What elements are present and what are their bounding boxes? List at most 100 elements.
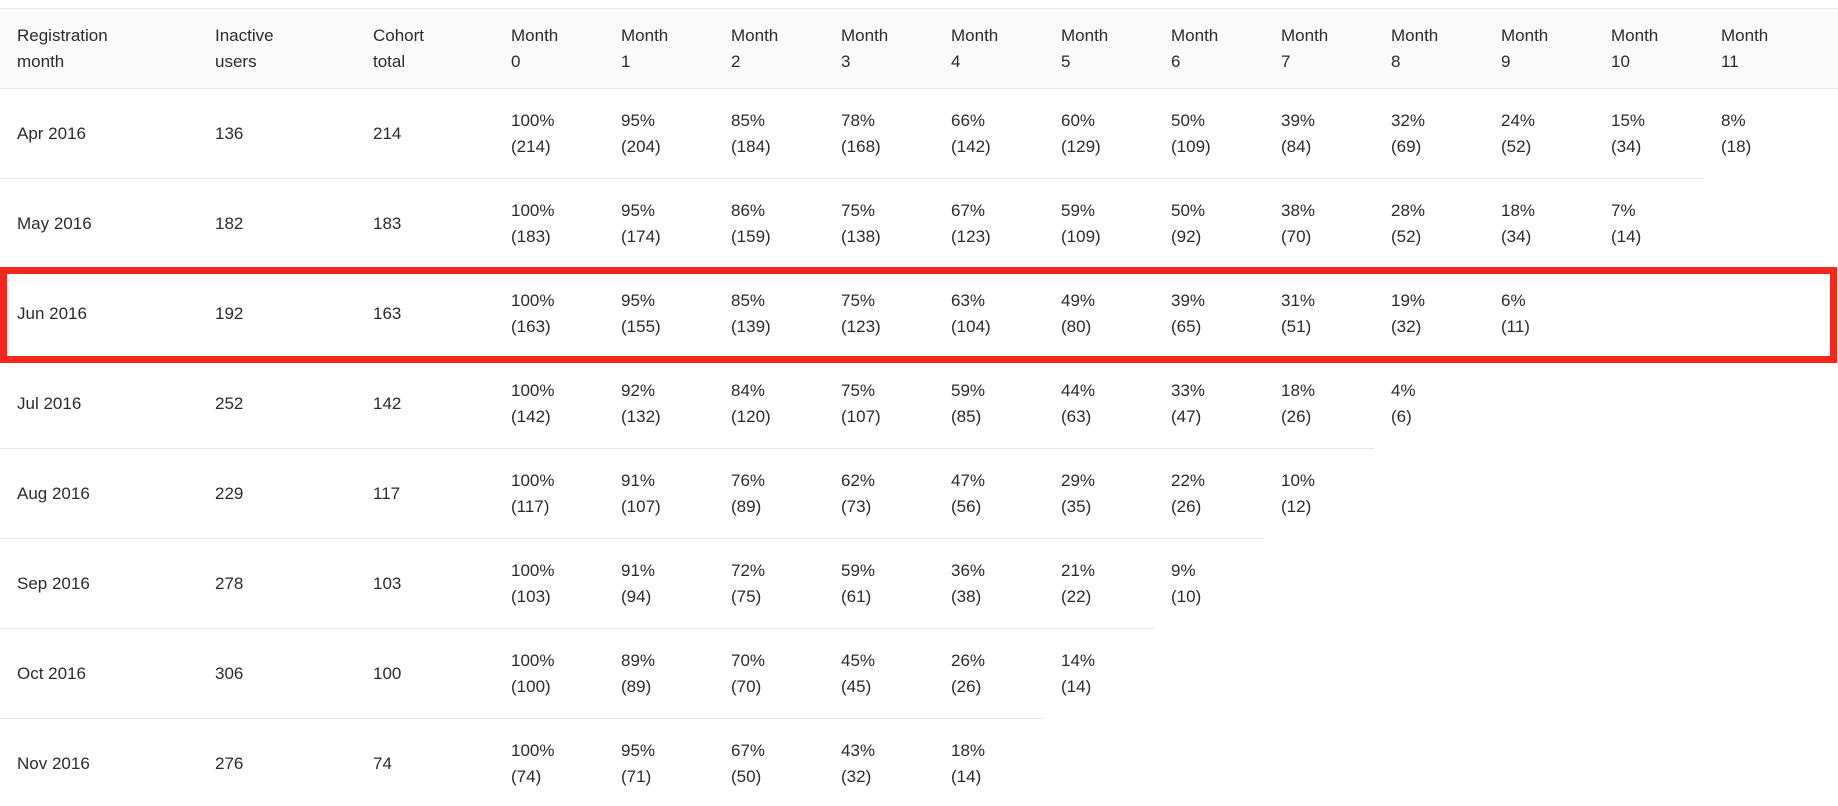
- retention-cell-month-4: 36% (38): [934, 538, 1044, 629]
- retention-percent: 89%: [621, 650, 656, 670]
- cohort-row: Apr 2016 136 214 100% (214) 95% (204) 85% (184) 7…: [0, 88, 1838, 179]
- retention-cell-month-2: 85% (139): [714, 268, 824, 359]
- retention-count: (100): [511, 676, 551, 696]
- retention-count: (117): [511, 496, 550, 516]
- retention-cell-month-0: 100% (183): [494, 178, 604, 269]
- column-header: Month 3: [824, 8, 934, 89]
- retention-percent: 59%: [841, 560, 876, 580]
- retention-count: (163): [511, 316, 551, 336]
- retention-cell-month-0: 100% (142): [494, 358, 604, 449]
- retention-cell-month-6: 39% (65): [1154, 268, 1264, 359]
- retention-percent: 49%: [1061, 290, 1096, 310]
- column-header: Month 2: [714, 8, 824, 89]
- retention-percent: 7%: [1611, 200, 1636, 220]
- retention-cell-month-5: 44% (63): [1044, 358, 1154, 449]
- retention-cell-month-6: 22% (26): [1154, 448, 1264, 539]
- cohort-row: Jul 2016 252 142 100% (142) 92% (132) 84% (120) 7…: [0, 358, 1838, 449]
- retention-percent: 60%: [1061, 110, 1096, 130]
- retention-percent: 95%: [621, 110, 656, 130]
- retention-count: (38): [951, 586, 982, 606]
- retention-count: (89): [621, 676, 652, 696]
- retention-percent: 18%: [951, 740, 986, 760]
- cohort-row: Nov 2016 276 74 100% (74) 95% (71) 67% (50) 43% (3…: [0, 718, 1838, 806]
- retention-cell-month-2: 72% (75): [714, 538, 824, 629]
- retention-cell-month-0: 100% (163): [494, 268, 604, 359]
- retention-count: (142): [511, 406, 551, 426]
- retention-count: (71): [621, 766, 652, 786]
- retention-cell-month-3: 75% (123): [824, 268, 934, 359]
- retention-percent: 21%: [1061, 560, 1096, 580]
- retention-count: (89): [731, 496, 762, 516]
- column-header: Month 7: [1264, 8, 1374, 89]
- retention-count: (109): [1061, 226, 1101, 246]
- empty-cell: [1484, 539, 1594, 629]
- retention-count: (214): [511, 136, 551, 156]
- column-header: Month 1: [604, 8, 714, 89]
- retention-cell-month-8: 19% (32): [1374, 268, 1484, 359]
- retention-count: (120): [731, 406, 771, 426]
- retention-cell-month-4: 66% (142): [934, 88, 1044, 179]
- empty-cell: [1374, 539, 1484, 629]
- retention-percent: 45%: [841, 650, 876, 670]
- retention-count: (159): [731, 226, 771, 246]
- retention-count: (155): [621, 316, 661, 336]
- retention-cell-month-4: 63% (104): [934, 268, 1044, 359]
- inactive-users-cell: 136: [198, 88, 356, 179]
- retention-percent: 36%: [951, 560, 986, 580]
- registration-month-cell: Aug 2016: [0, 448, 198, 539]
- inactive-users-cell: 229: [198, 448, 356, 539]
- cohort-total-cell: 183: [356, 178, 494, 269]
- retention-count: (26): [951, 676, 982, 696]
- retention-percent: 9%: [1171, 560, 1196, 580]
- empty-cell: [1374, 629, 1484, 719]
- retention-cell-month-7: 18% (26): [1264, 358, 1374, 449]
- retention-count: (70): [1281, 226, 1312, 246]
- cohort-total-cell: 100: [356, 628, 494, 719]
- inactive-users-cell: 192: [198, 268, 356, 359]
- column-header: Month 9: [1484, 8, 1594, 89]
- retention-percent: 75%: [841, 200, 876, 220]
- cohort-total-cell: 103: [356, 538, 494, 629]
- table-body: Apr 2016 136 214 100% (214) 95% (204) 85% (184) 7…: [0, 88, 1838, 806]
- empty-cell: [1594, 629, 1704, 719]
- retention-count: (107): [621, 496, 661, 516]
- retention-count: (14): [951, 766, 982, 786]
- retention-cell-month-1: 92% (132): [604, 358, 714, 449]
- retention-count: (12): [1281, 496, 1312, 516]
- empty-cell: [1594, 449, 1704, 539]
- retention-count: (85): [951, 406, 982, 426]
- retention-count: (80): [1061, 316, 1092, 336]
- registration-month-cell: Jun 2016: [0, 268, 198, 359]
- retention-percent: 19%: [1391, 290, 1426, 310]
- retention-count: (18): [1721, 136, 1752, 156]
- retention-cell-month-2: 67% (50): [714, 718, 824, 806]
- retention-cell-month-3: 43% (32): [824, 718, 934, 806]
- retention-cell-month-1: 91% (107): [604, 448, 714, 539]
- empty-cell: [1484, 359, 1594, 449]
- retention-percent: 28%: [1391, 200, 1426, 220]
- cohort-row: Jun 2016 192 163 100% (163) 95% (155) 85% (139) 7…: [0, 268, 1838, 359]
- cohort-row: May 2016 182 183 100% (183) 95% (174) 86% (159) 7…: [0, 178, 1838, 269]
- retention-count: (14): [1061, 676, 1092, 696]
- retention-percent: 78%: [841, 110, 876, 130]
- retention-count: (84): [1281, 136, 1312, 156]
- empty-cell: [1264, 719, 1374, 806]
- retention-cell-month-1: 95% (71): [604, 718, 714, 806]
- column-header: Cohort total: [356, 8, 494, 89]
- cohort-total-cell: 142: [356, 358, 494, 449]
- retention-cell-month-9: 24% (52): [1484, 88, 1594, 179]
- retention-count: (138): [841, 226, 881, 246]
- cohort-row: Sep 2016 278 103 100% (103) 91% (94) 72% (75) 59%…: [0, 538, 1838, 629]
- retention-percent: 100%: [511, 470, 555, 490]
- retention-percent: 18%: [1281, 380, 1316, 400]
- retention-percent: 85%: [731, 290, 766, 310]
- retention-cell-month-9: 18% (34): [1484, 178, 1594, 269]
- retention-cell-month-4: 26% (26): [934, 628, 1044, 719]
- retention-percent: 100%: [511, 290, 555, 310]
- retention-percent: 95%: [621, 740, 656, 760]
- retention-percent: 39%: [1171, 290, 1206, 310]
- retention-percent: 32%: [1391, 110, 1426, 130]
- retention-count: (32): [841, 766, 872, 786]
- retention-cell-month-2: 70% (70): [714, 628, 824, 719]
- empty-cell: [1264, 539, 1374, 629]
